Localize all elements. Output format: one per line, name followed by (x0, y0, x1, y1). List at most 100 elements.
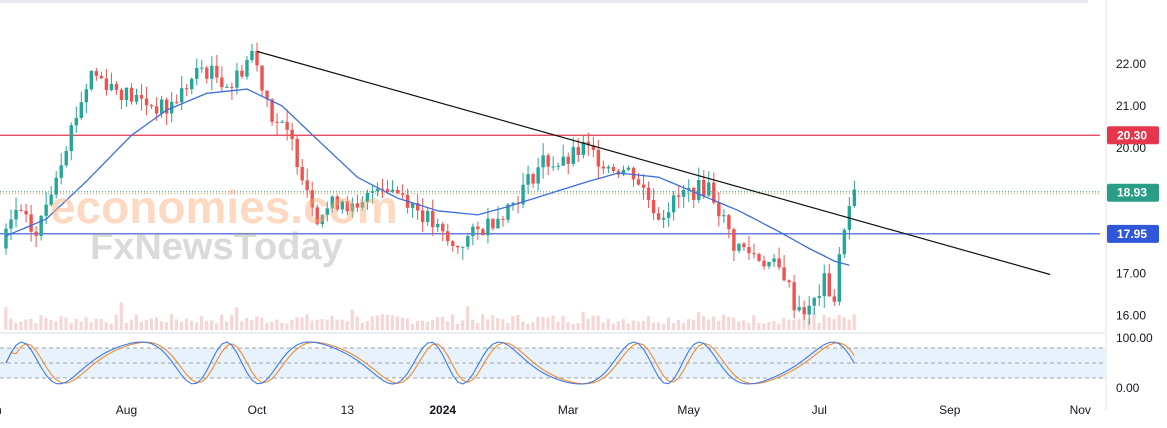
volume-bar (611, 323, 615, 330)
candle-body (501, 218, 505, 220)
volume-bar (450, 314, 455, 330)
volume-bar (762, 323, 766, 330)
volume-bar (696, 311, 701, 330)
volume-bar (300, 317, 304, 330)
volume-bar (772, 320, 776, 330)
candle-body (762, 260, 766, 267)
volume-bar (174, 319, 179, 330)
candle-body (506, 204, 510, 220)
support-label: 17.95 (1117, 227, 1147, 241)
volume-bar (260, 317, 264, 330)
candle-body (822, 273, 826, 297)
volume-bar (315, 319, 319, 330)
volume-bars (4, 302, 856, 330)
volume-bar (847, 319, 851, 330)
candle-body (370, 191, 375, 193)
candle-body (842, 229, 847, 255)
volume-bar (119, 302, 123, 330)
candle-body (185, 88, 189, 90)
candle-body (230, 86, 234, 88)
volume-bar (601, 322, 605, 330)
volume-bar (230, 315, 234, 330)
candle-body (797, 307, 801, 311)
candle-body (511, 202, 515, 205)
candle-body (84, 89, 89, 103)
volume-bar (526, 323, 530, 330)
candle-body (295, 138, 299, 167)
trendline[interactable] (256, 50, 1051, 276)
volume-bar (425, 321, 430, 330)
candle-body (420, 210, 425, 222)
candle-body (486, 218, 490, 236)
candle-body (325, 208, 329, 215)
volume-bar (516, 315, 520, 330)
candle-body (827, 273, 831, 297)
candle-body (305, 180, 309, 191)
volume-bar (330, 315, 334, 330)
volume-bar (415, 320, 420, 330)
candle-body (541, 155, 545, 168)
volume-bar (169, 314, 174, 330)
volume-bar (430, 320, 435, 330)
candle-body (24, 210, 28, 215)
volume-bar (646, 316, 650, 330)
volume-bar (154, 317, 158, 330)
candle-body (89, 71, 94, 90)
candle-body (265, 90, 269, 100)
candle-body (174, 101, 179, 103)
candle-body (9, 219, 13, 229)
volume-bar (365, 321, 369, 330)
candle-body (551, 166, 555, 168)
candle-body (315, 207, 319, 225)
candle-body (546, 155, 550, 167)
volume-bar (310, 320, 314, 330)
volume-bar (802, 314, 806, 330)
volume-bar (335, 319, 339, 330)
candle-body (782, 267, 786, 281)
candle-body (320, 214, 324, 225)
current-price-label: 18.93 (1117, 186, 1147, 200)
stoch-tick-label: 0.00 (1116, 381, 1140, 395)
candle-body (360, 202, 365, 208)
volume-bar (456, 323, 460, 330)
volume-bar (340, 319, 344, 330)
volume-bar (420, 320, 425, 330)
candle-body (676, 195, 681, 197)
volume-bar (837, 314, 841, 330)
time-tick-label: Jul (812, 403, 827, 417)
time-tick-label: Jun (0, 403, 2, 417)
volume-bar (124, 322, 128, 330)
volume-bar (94, 318, 98, 330)
volume-bar (471, 319, 475, 330)
volume-bar (852, 314, 856, 330)
candle-body (772, 258, 776, 262)
candle-body (99, 75, 104, 79)
volume-bar (139, 322, 143, 330)
volume-bar (461, 320, 465, 330)
volume-bar (707, 319, 711, 330)
price-tick-label: 22.00 (1116, 57, 1146, 71)
candle-body (44, 204, 48, 216)
volume-bar (64, 317, 68, 330)
volume-bar (656, 322, 660, 330)
candle-body (727, 215, 731, 230)
top-border (0, 0, 1088, 3)
candle-body (631, 167, 636, 180)
candle-body (139, 94, 144, 99)
volume-bar (777, 323, 781, 330)
volume-bar (320, 319, 324, 330)
candle-body (591, 145, 596, 150)
volume-bar (390, 315, 394, 330)
volume-bar (189, 320, 194, 330)
volume-bar (832, 319, 836, 330)
volume-bar (144, 319, 148, 330)
candle-body (119, 89, 124, 101)
volume-bar (380, 314, 384, 330)
moving-average (5, 88, 850, 266)
candle-body (39, 215, 43, 236)
candle-body (636, 179, 641, 185)
volume-bar (225, 321, 229, 330)
volume-bar (220, 314, 224, 330)
